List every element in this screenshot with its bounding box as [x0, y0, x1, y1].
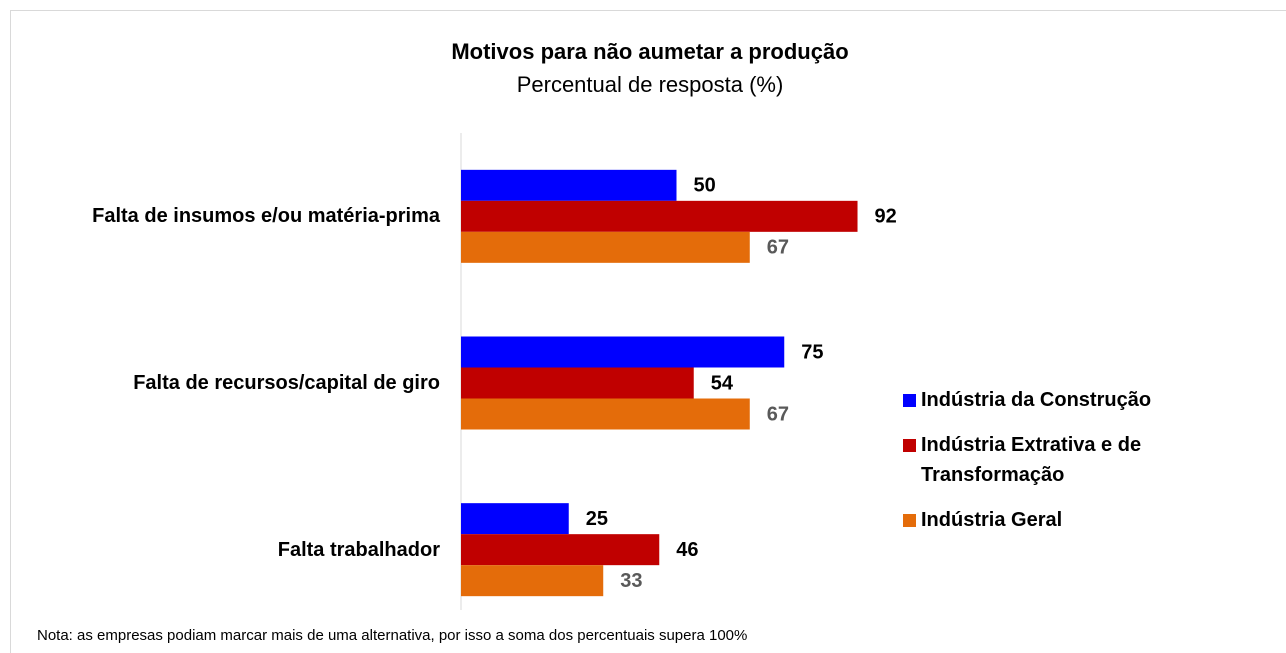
legend: Indústria da Construção Indústria Extrati…	[903, 385, 1273, 550]
legend-item: Indústria Extrativa e de Transformação	[903, 430, 1273, 490]
bar	[461, 398, 750, 430]
value-label: 25	[586, 508, 608, 530]
chart-border	[10, 10, 1286, 653]
bar	[461, 336, 785, 368]
category-text: Falta de recursos/capital de giro	[133, 372, 440, 394]
value-label: 75	[801, 341, 823, 363]
chart-subtitle: Percentual de resposta (%)	[517, 72, 784, 97]
value-label: 50	[694, 175, 716, 197]
category-text: Falta de insumos e/ou matéria-prima	[92, 205, 440, 228]
value-label: 67	[767, 403, 789, 425]
legend-label: Indústria Extrativa e de Transformação	[921, 434, 1142, 486]
legend-swatch	[903, 514, 916, 527]
bar	[461, 231, 750, 263]
value-label: 54	[711, 372, 734, 394]
bar	[461, 503, 569, 535]
legend-item: Indústria da Construção	[903, 385, 1273, 415]
legend-item: Indústria Geral	[903, 505, 1273, 535]
bar	[461, 565, 604, 597]
bar	[461, 534, 660, 566]
legend-swatch	[903, 439, 916, 452]
category-text: Falta trabalhador	[277, 538, 440, 561]
note: Nota: as empresas podiam marcar mais de …	[37, 627, 748, 644]
value-label: 33	[620, 570, 642, 592]
legend-swatch	[903, 394, 916, 407]
category-label: Falta de insumos e/ou matéria-prima	[20, 176, 440, 256]
category-label: Falta trabalhador	[20, 510, 440, 590]
category-label: Falta de recursos/capital de giro	[20, 343, 440, 423]
bar	[461, 200, 858, 232]
bar	[461, 367, 694, 399]
value-label: 92	[875, 206, 897, 228]
legend-label: Indústria da Construção	[921, 389, 1152, 411]
value-label: 67	[767, 237, 789, 259]
bar	[461, 169, 677, 201]
value-label: 46	[676, 539, 698, 561]
legend-label: Indústria Geral	[921, 509, 1063, 531]
chart-title: Motivos para não aumetar a produção	[451, 39, 848, 64]
